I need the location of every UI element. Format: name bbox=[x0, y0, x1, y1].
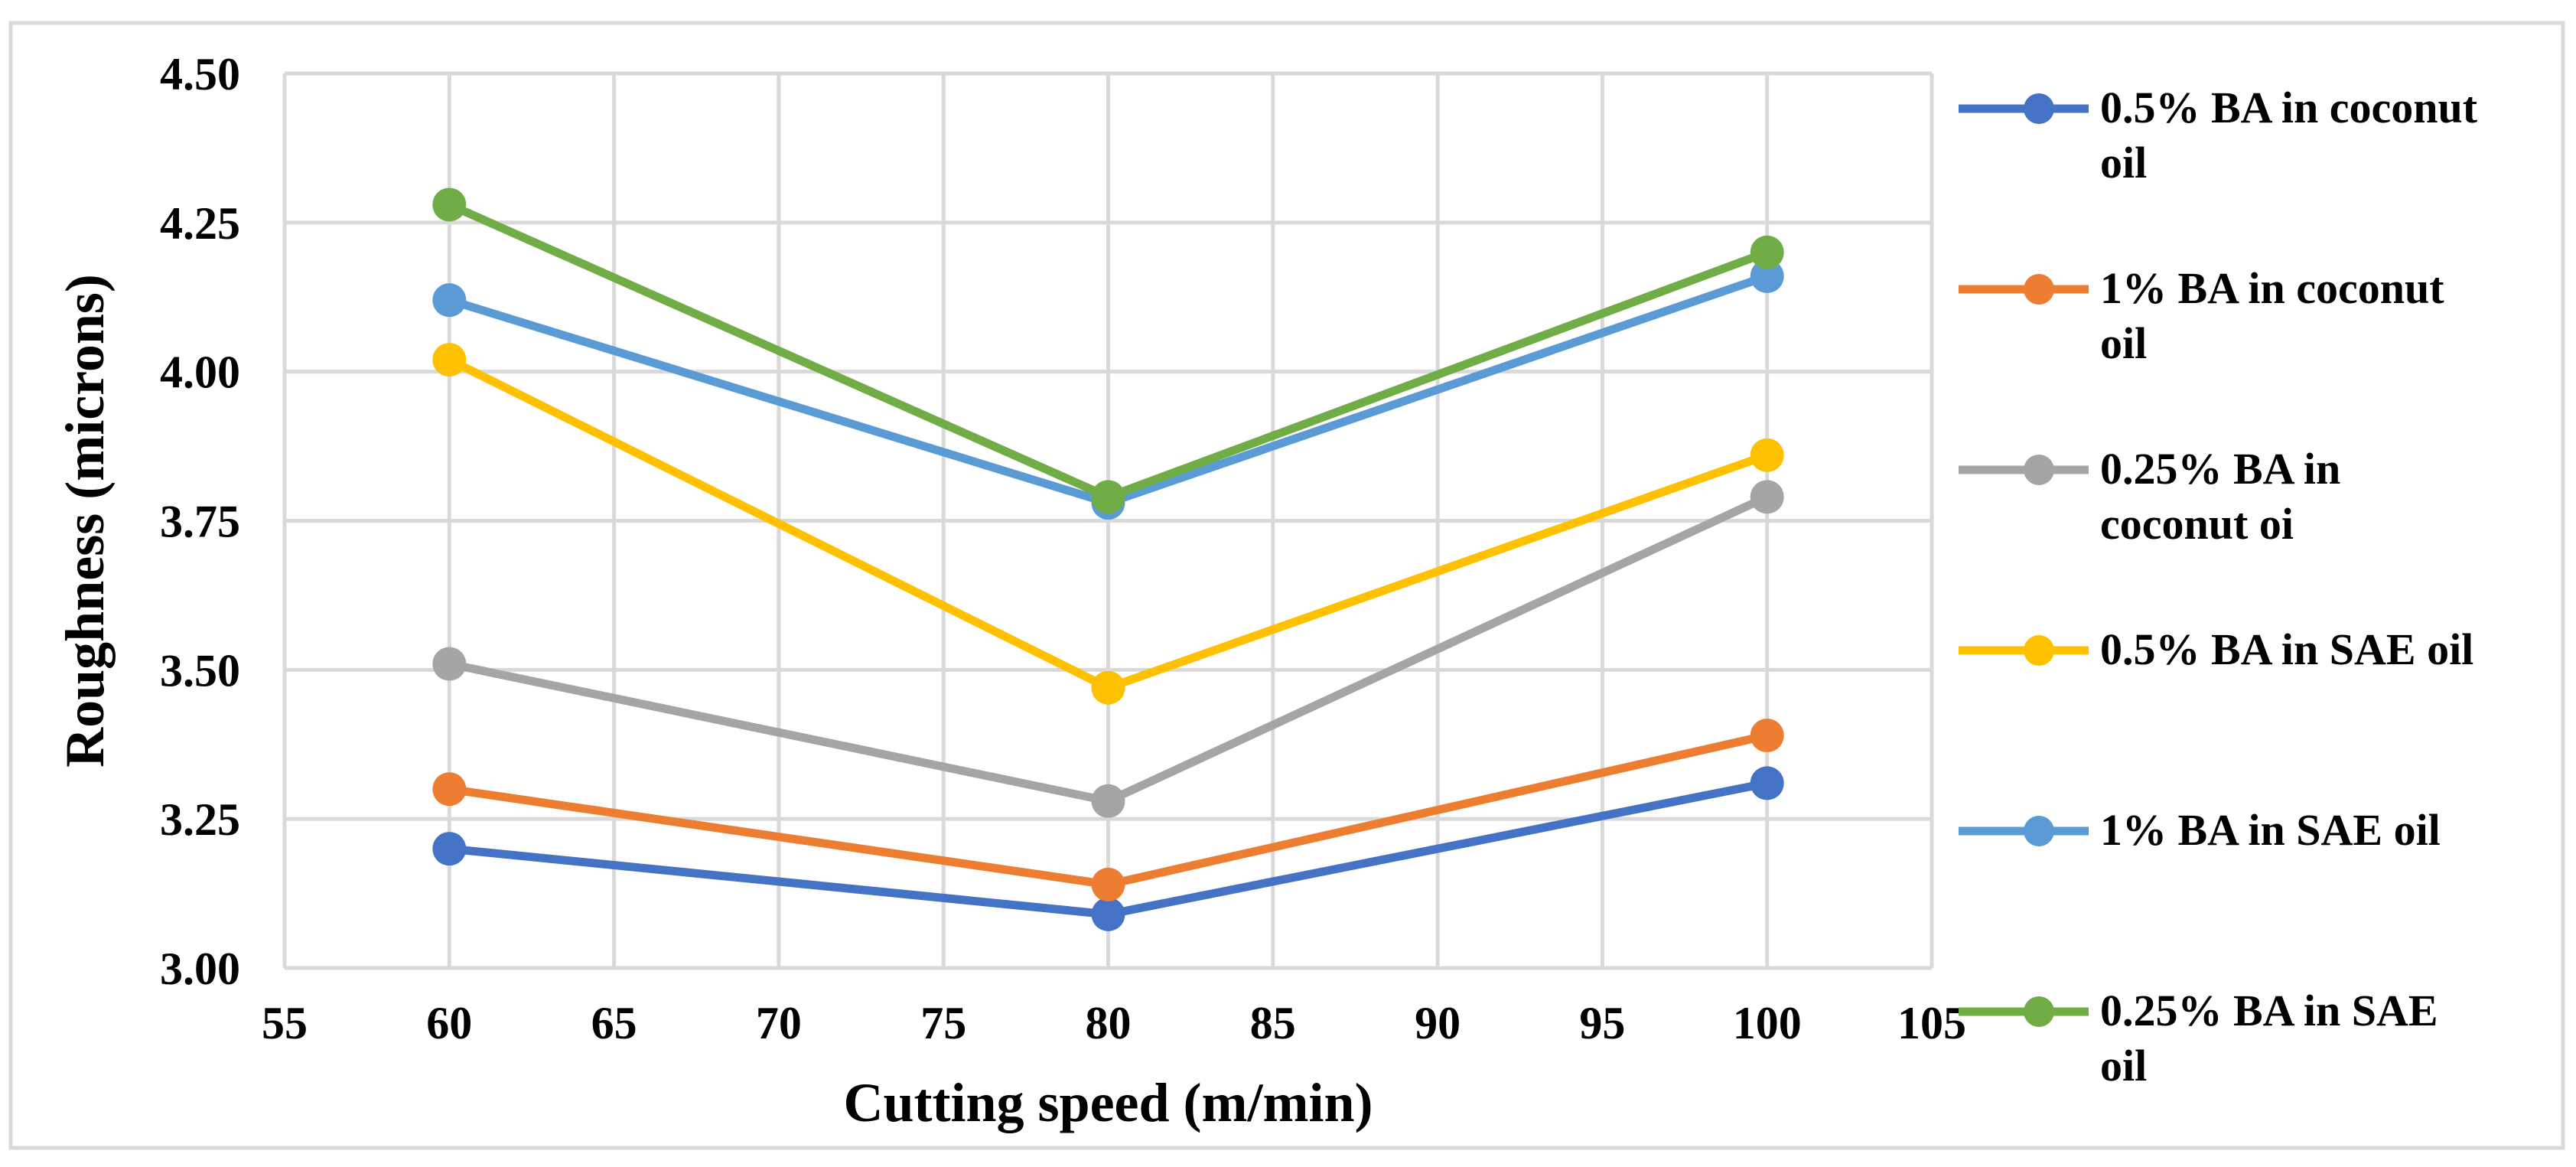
legend-entry: 0.5% BA in SAE oil bbox=[1959, 624, 2473, 674]
x-tick-label: 95 bbox=[1579, 998, 1625, 1048]
legend-marker bbox=[2024, 93, 2054, 124]
y-axis-title: Roughness (microns) bbox=[54, 274, 116, 768]
data-point bbox=[432, 772, 467, 807]
data-point bbox=[1091, 897, 1125, 931]
x-tick-label: 105 bbox=[1897, 998, 1966, 1048]
legend-label: 1% BA in coconut bbox=[2100, 263, 2444, 313]
legend-marker bbox=[2024, 996, 2054, 1027]
data-point bbox=[1750, 480, 1784, 514]
legend-entry: 1% BA in coconut oil bbox=[1959, 263, 2444, 368]
legend-label: 0.5% BA in coconut bbox=[2100, 83, 2478, 132]
legend-marker bbox=[2024, 274, 2054, 305]
y-tick-label: 3.50 bbox=[160, 645, 240, 696]
series-3 bbox=[432, 343, 1784, 705]
y-tick-label: 4.00 bbox=[160, 347, 240, 398]
data-point bbox=[432, 647, 467, 681]
series-0 bbox=[432, 766, 1784, 931]
x-tick-label: 80 bbox=[1086, 998, 1132, 1048]
data-point bbox=[432, 283, 467, 318]
legend-label: 0.25% BA in SAE bbox=[2100, 986, 2438, 1035]
legend-label: coconut oi bbox=[2100, 499, 2294, 549]
x-tick-labels: 55 60 65 70 75 80 85 90 95 100 105 bbox=[262, 998, 1966, 1048]
x-tick-label: 60 bbox=[426, 998, 472, 1048]
legend-marker bbox=[2024, 816, 2054, 846]
data-point bbox=[1750, 235, 1784, 269]
legend-entry: 1% BA in SAE oil bbox=[1959, 805, 2441, 855]
data-point bbox=[1091, 867, 1125, 901]
legend: 0.5% BA in coconut oil 1% BA in coconut oil… bbox=[1959, 83, 2478, 1090]
x-tick-label: 85 bbox=[1250, 998, 1296, 1048]
x-tick-label: 90 bbox=[1415, 998, 1461, 1048]
data-point bbox=[432, 343, 467, 377]
x-tick-label: 70 bbox=[756, 998, 802, 1048]
legend-entry: 0.5% BA in coconut oil bbox=[1959, 83, 2478, 187]
x-tick-label: 65 bbox=[591, 998, 637, 1048]
x-tick-label: 55 bbox=[262, 998, 308, 1048]
series-lines bbox=[432, 187, 1784, 931]
data-point bbox=[1091, 480, 1125, 514]
legend-label: oil bbox=[2100, 318, 2147, 368]
y-tick-label: 4.50 bbox=[160, 49, 240, 99]
legend-label: oil bbox=[2100, 1041, 2147, 1090]
data-point bbox=[1091, 784, 1125, 818]
series-1 bbox=[432, 719, 1784, 901]
legend-label: 1% BA in SAE oil bbox=[2100, 805, 2441, 855]
gridlines bbox=[282, 71, 1934, 970]
data-point bbox=[1750, 766, 1784, 800]
y-tick-label: 3.00 bbox=[160, 944, 240, 994]
series-5 bbox=[432, 187, 1784, 514]
x-axis-title: Cutting speed (m/min) bbox=[843, 1072, 1373, 1133]
data-point bbox=[1750, 719, 1784, 753]
legend-marker bbox=[2024, 635, 2054, 666]
legend-label: oil bbox=[2100, 138, 2147, 187]
y-tick-label: 4.25 bbox=[160, 198, 240, 249]
y-tick-label: 3.25 bbox=[160, 794, 240, 845]
legend-entry: 0.25% BA in SAE oil bbox=[1959, 986, 2438, 1090]
series-2 bbox=[432, 480, 1784, 818]
y-tick-label: 3.75 bbox=[160, 497, 240, 547]
legend-label: 0.25% BA in bbox=[2100, 444, 2340, 494]
legend-marker bbox=[2024, 455, 2054, 485]
y-tick-labels: 3.00 3.25 3.50 3.75 4.00 4.25 4.50 bbox=[160, 49, 240, 994]
data-point bbox=[1091, 670, 1125, 705]
data-point bbox=[432, 187, 467, 222]
legend-label: 0.5% BA in SAE oil bbox=[2100, 624, 2473, 674]
data-point bbox=[432, 832, 467, 866]
x-tick-label: 100 bbox=[1733, 998, 1802, 1048]
data-point bbox=[1750, 438, 1784, 472]
x-tick-label: 75 bbox=[920, 998, 966, 1048]
chart-frame bbox=[8, 21, 2565, 1150]
data-point bbox=[1750, 259, 1784, 293]
